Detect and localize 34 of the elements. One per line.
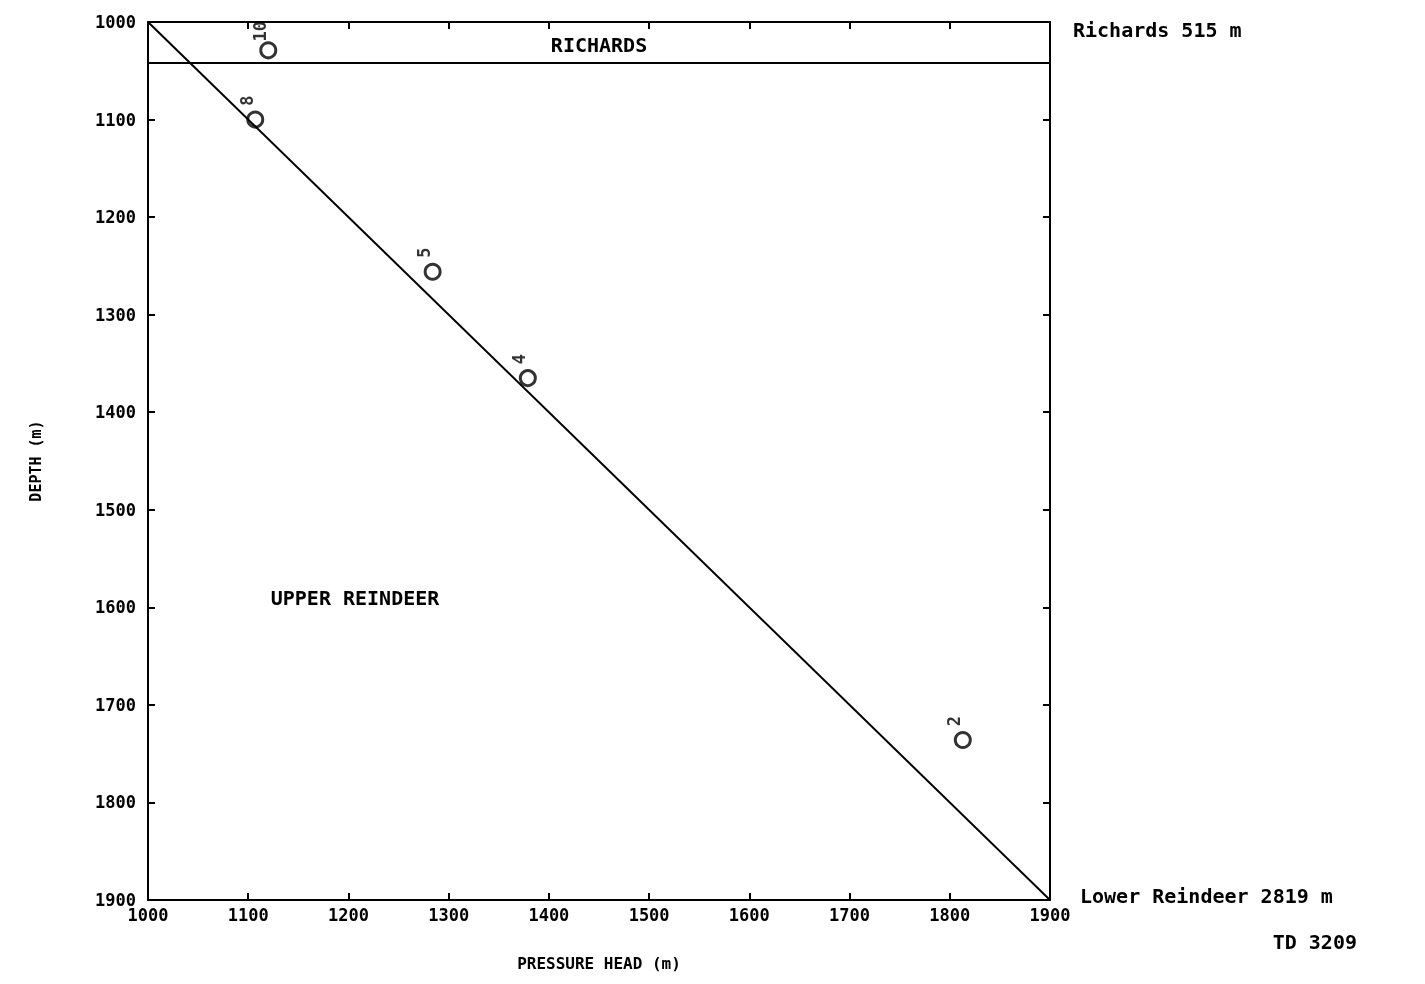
annotation: UPPER REINDEER (270, 586, 441, 610)
x-tick-label: 1300 (428, 904, 470, 925)
text: Richards 515 m (1073, 18, 1242, 42)
x-tick-label: 1700 (829, 904, 871, 925)
point (246, 110, 265, 129)
ref-line-label: RICHARDS (550, 32, 648, 57)
y-tick-label: 1300 (95, 304, 136, 325)
y-tick-label: 1600 (95, 597, 136, 618)
x-tick-label: 1800 (929, 904, 971, 925)
y-tick-label: 1000 (95, 12, 136, 32)
x-tick-label: 1500 (628, 904, 670, 925)
y-axis-title: DEPTH (m) (26, 420, 45, 502)
point (259, 41, 278, 60)
point (423, 262, 442, 281)
x-axis-title: PRESSURE HEAD (m) (517, 953, 681, 973)
text: 4 (509, 353, 530, 365)
y-tick-label: 1700 (95, 694, 136, 715)
x-tick-label: 1200 (327, 904, 369, 925)
text: Lower Reindeer 2819 m (1080, 884, 1333, 908)
y-tick-label: 1200 (95, 207, 136, 228)
x-tick-label: 1600 (728, 904, 770, 925)
point (953, 731, 972, 749)
text: TD 3209 (1272, 930, 1357, 954)
y-tick-label: 1400 (95, 402, 136, 423)
y-tick-label: 1500 (95, 499, 136, 520)
y-tick-label: 1100 (95, 109, 136, 130)
x-tick-label: 1100 (227, 904, 269, 925)
text: 2 (944, 715, 965, 727)
x-tick-label: 1900 (1029, 904, 1071, 925)
x-tick-label: 1400 (528, 904, 570, 925)
text: 8 (236, 95, 257, 106)
y-tick-label: 1800 (95, 792, 136, 813)
text: 5 (414, 247, 435, 258)
point (518, 369, 537, 388)
